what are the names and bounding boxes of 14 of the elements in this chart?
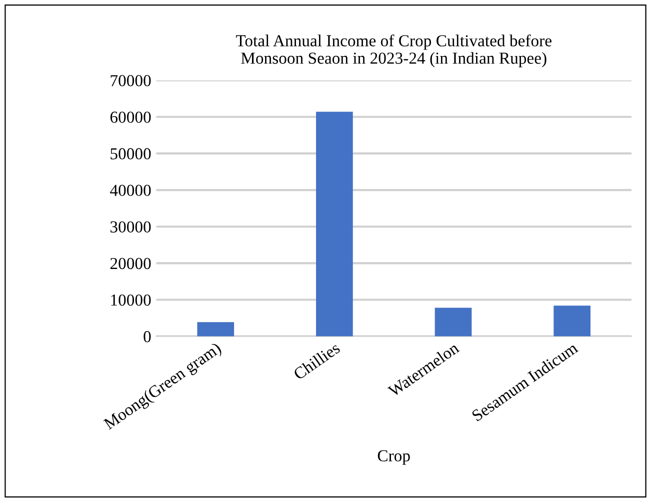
y-tick-label: 50000 xyxy=(110,148,151,160)
y-tick-label: 30000 xyxy=(110,221,151,233)
y-tick-label: 70000 xyxy=(110,75,151,86)
bar xyxy=(197,322,234,336)
chart-title: Total Annual Income of Crop Cultivated before Monsoon Seaon in 2023-24 (in Indian Rupee) xyxy=(236,34,552,68)
y-tick-label: 40000 xyxy=(110,184,151,196)
bar xyxy=(316,112,353,336)
y-tick-label: 20000 xyxy=(110,258,151,270)
x-axis-title: Crop xyxy=(378,450,410,465)
bar xyxy=(554,306,590,336)
y-tick-label: 0 xyxy=(144,331,151,342)
y-tick-label: 10000 xyxy=(111,294,151,306)
y-tick-label: 60000 xyxy=(110,112,151,123)
bar xyxy=(434,308,472,336)
